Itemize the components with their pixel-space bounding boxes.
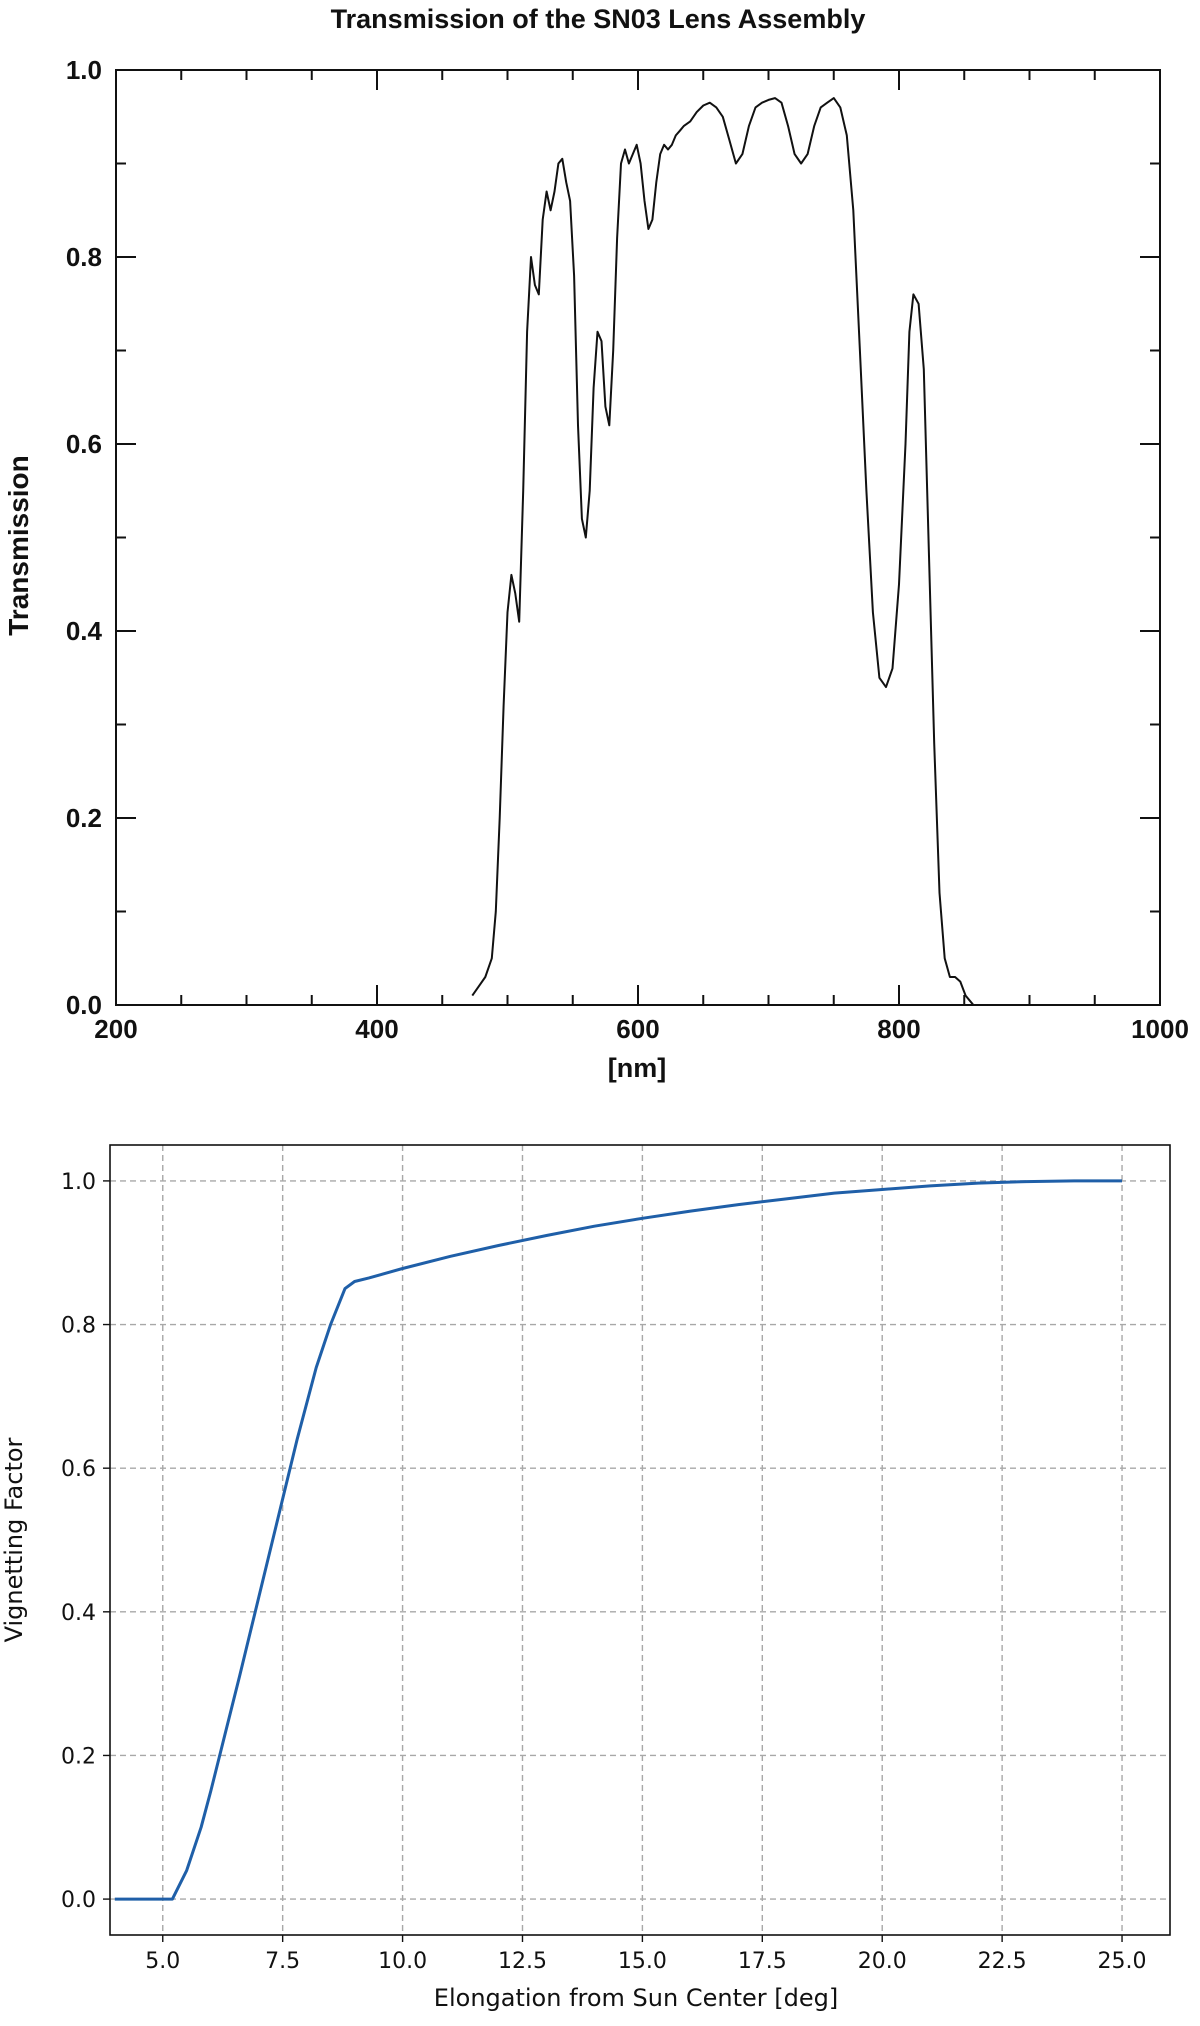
x-tick-label: 800: [877, 1014, 920, 1044]
y-tick-label: 0.6: [66, 429, 102, 459]
y-tick-label: 0.4: [66, 616, 103, 646]
transmission-chart-panel: Transmission of the SN03 Lens Assembly 20…: [3, 4, 1189, 1083]
y-tick-label: 0.6: [61, 1457, 96, 1482]
x-tick-label: 400: [355, 1014, 398, 1044]
y-tick-label: 0.8: [66, 242, 102, 272]
x-tick-label: 1000: [1131, 1014, 1189, 1044]
x-axis-label: [nm]: [608, 1053, 666, 1083]
y-tick-label: 0.2: [61, 1744, 96, 1769]
y-tick-label: 0.8: [61, 1314, 96, 1339]
x-tick-label: 200: [94, 1014, 137, 1044]
y-tick-label: 1.0: [66, 55, 102, 85]
plot-frame: [109, 1144, 1171, 1936]
y-tick-label: 0.0: [66, 990, 102, 1020]
vignetting-chart: 5.0 7.5 10.0 12.5 15.0 17.5 20.0 22.5 25.0 0.0 0.2…: [0, 1144, 1171, 2012]
y-tick-label: 1.0: [61, 1170, 96, 1195]
y-axis-label: Vignetting Factor: [0, 1437, 28, 1642]
chart-title: Transmission of the SN03 Lens Assembly: [331, 4, 866, 34]
y-tick-label: 0.4: [61, 1601, 96, 1626]
x-tick-label: 20.0: [858, 1949, 907, 1974]
x-tick-label: 5.0: [145, 1949, 180, 1974]
x-tick-label: 600: [616, 1014, 659, 1044]
y-tick-label: 0.0: [61, 1888, 96, 1913]
x-tick-label: 17.5: [738, 1949, 787, 1974]
x-tick-label: 25.0: [1098, 1949, 1147, 1974]
vignetting-chart-panel: 5.0 7.5 10.0 12.5 15.0 17.5 20.0 22.5 25.0 0.0 0.2…: [0, 1110, 1200, 2026]
y-axis-label: Transmission: [3, 455, 34, 636]
plot-frame: [115, 69, 1161, 1006]
x-axis-label: Elongation from Sun Center [deg]: [434, 1984, 838, 2012]
transmission-line: [471, 97, 988, 1006]
vignetting-line: [114, 1179, 1122, 1901]
x-tick-label: 10.0: [378, 1949, 427, 1974]
y-tick-label: 0.2: [66, 803, 102, 833]
transmission-chart: Transmission of the SN03 Lens Assembly 20…: [3, 4, 1189, 1083]
x-tick-label: 7.5: [265, 1949, 300, 1974]
x-tick-label: 12.5: [498, 1949, 547, 1974]
x-tick-label: 15.0: [618, 1949, 667, 1974]
x-tick-label: 22.5: [978, 1949, 1027, 1974]
